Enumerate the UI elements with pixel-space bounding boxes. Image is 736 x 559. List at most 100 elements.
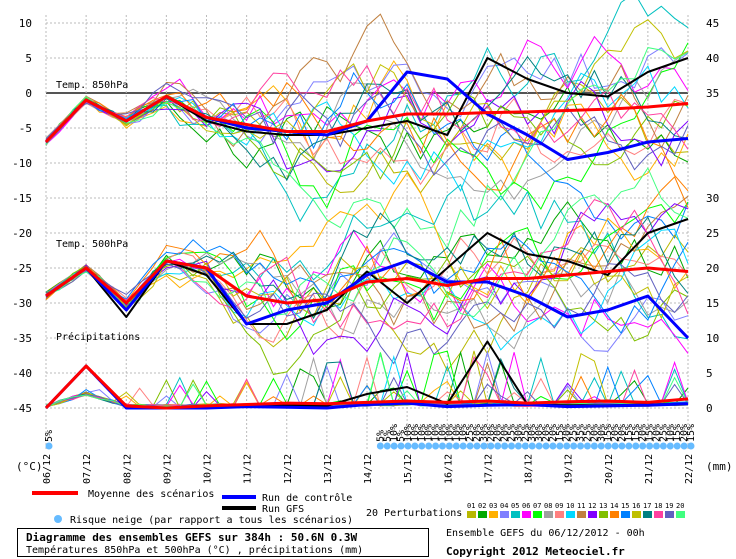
left-tick-label: -20 [12, 227, 32, 240]
legend-perturbation-number: 02 [478, 502, 486, 510]
snow-risk-label: 25% [569, 424, 580, 442]
perturbation-line [45, 212, 689, 320]
legend-perturbation-number: 18 [654, 502, 662, 510]
snow-risk-label: 10% [665, 424, 676, 442]
left-tick-label: 0 [25, 87, 32, 100]
snow-risk-dot [404, 442, 412, 450]
date-tick-label: 09/12 [162, 454, 173, 484]
snow-risk-dot [432, 442, 440, 450]
right-unit-label: (mm) [706, 460, 733, 473]
snow-risk-label: 10% [458, 424, 469, 442]
date-tick-label: 11/12 [243, 454, 254, 484]
date-tick-label: 19/12 [564, 454, 575, 484]
snow-risk-label: 25% [582, 424, 593, 442]
legend-snow-icon [54, 515, 62, 523]
snow-risk-dot [639, 442, 647, 450]
snow-risk-label: 20% [638, 424, 649, 442]
legend-perturbation-swatch [665, 511, 674, 518]
snow-risk-dot [480, 442, 488, 450]
snow-risk-dot [390, 442, 398, 450]
snow-risk-dot [466, 442, 474, 450]
snow-risk-dot [508, 442, 516, 450]
snow-risk-dot [687, 442, 695, 450]
left-tick-label: -45 [12, 402, 32, 415]
legend-gfs-label: Run GFS [262, 504, 304, 515]
right-tick-label: 30 [706, 192, 719, 205]
snow-risk-label: 20% [610, 424, 621, 442]
legend-perturbation-number: 13 [599, 502, 607, 510]
perturbation-line [45, 90, 689, 180]
legend: Moyenne des scénarios Run de contrôleRun … [32, 488, 685, 526]
snow-risk-dot [611, 442, 619, 450]
snow-risk-label: 15% [645, 424, 656, 442]
snow-risk-dot [673, 442, 681, 450]
right-tick-label: 35 [706, 87, 719, 100]
series-line-mean [44, 95, 689, 144]
snow-risk-label: 20% [589, 424, 600, 442]
perturbation-line [45, 176, 689, 313]
snow-risk-dot [425, 442, 433, 450]
date-tick-label: 12/12 [283, 454, 294, 484]
date-tick-label: 13/12 [323, 454, 334, 484]
legend-perturbation-swatch [610, 511, 619, 518]
perturbation-line [45, 80, 689, 194]
left-tick-label: -10 [12, 157, 32, 170]
chart-title-box: Diagramme des ensembles GEFS sur 384h : … [17, 528, 429, 557]
legend-perturbation-swatch [533, 511, 542, 518]
snow-risk-label: 5% [44, 430, 55, 442]
main-series-lines [44, 57, 690, 410]
legend-perturbation-number: 03 [489, 502, 497, 510]
snow-risk-label: 20% [541, 424, 552, 442]
t500-label: Temp. 500hPa [56, 239, 128, 250]
snow-risk-dot [535, 442, 543, 450]
snow-risk-dot [494, 442, 502, 450]
date-tick-label: 16/12 [443, 454, 454, 484]
legend-perturbation-swatch [522, 511, 531, 518]
snow-risk-label: 10% [424, 424, 435, 442]
snow-risk-dot [445, 442, 453, 450]
left-tick-label: -15 [12, 192, 32, 205]
left-tick-label: -5 [19, 122, 32, 135]
perturbation-line [45, 376, 689, 409]
legend-perturbation-swatch [676, 511, 685, 518]
date-tick-label: 17/12 [483, 454, 494, 484]
legend-perturbation-swatch [599, 511, 608, 518]
right-tick-label: 0 [706, 402, 713, 415]
right-tick-label: 20 [706, 262, 719, 275]
snow-risk-dot [632, 442, 640, 450]
snow-risk-dot [528, 442, 536, 450]
snow-risk-label: 20% [500, 424, 511, 442]
snow-risk-dot [473, 442, 481, 450]
snow-risk-label: 10% [444, 424, 455, 442]
snow-risk-label: 5% [396, 430, 407, 442]
legend-perturbation-number: 10 [566, 502, 574, 510]
precip-label: Précipitations [56, 331, 140, 343]
date-tick-label: 07/12 [82, 454, 93, 484]
legend-snow-label: Risque neige (par rapport a tous les scé… [70, 514, 353, 526]
snow-risk-dot [583, 442, 591, 450]
snow-risk-label: 35% [576, 424, 587, 442]
right-axis-ticks: 5550454035302520151050 [706, 17, 719, 415]
date-tick-label: 15/12 [403, 454, 414, 484]
series-line-mean [44, 364, 689, 410]
snow-risk-dot [563, 442, 571, 450]
legend-mean-label: Moyenne des scénarios [88, 488, 214, 500]
copyright: Copyright 2012 Meteociel.fr [446, 545, 625, 558]
series-line-mean [45, 259, 689, 305]
snow-risk-row: 5% 5%5%10%5%10%10%10%10%10%10%10%10%10%25… [44, 424, 697, 450]
legend-perturbation-number: 14 [610, 502, 618, 510]
right-tick-label: 10 [706, 332, 719, 345]
perturbation-line [45, 82, 689, 176]
date-tick-label: 18/12 [524, 454, 535, 484]
snow-risk-label: 25% [658, 424, 669, 442]
legend-perturbation-swatch [566, 511, 575, 518]
snow-risk-label: 30% [596, 424, 607, 442]
perturbation-line [45, 252, 689, 350]
snow-risk-label: 20% [548, 424, 559, 442]
snow-risk-dot [397, 442, 405, 450]
snow-risk-label: 15% [603, 424, 614, 442]
legend-perturbation-swatch [478, 511, 487, 518]
legend-perturbation-number: 20 [676, 502, 684, 510]
snow-risk-label: 20% [472, 424, 483, 442]
snow-risk-label: 20% [493, 424, 504, 442]
